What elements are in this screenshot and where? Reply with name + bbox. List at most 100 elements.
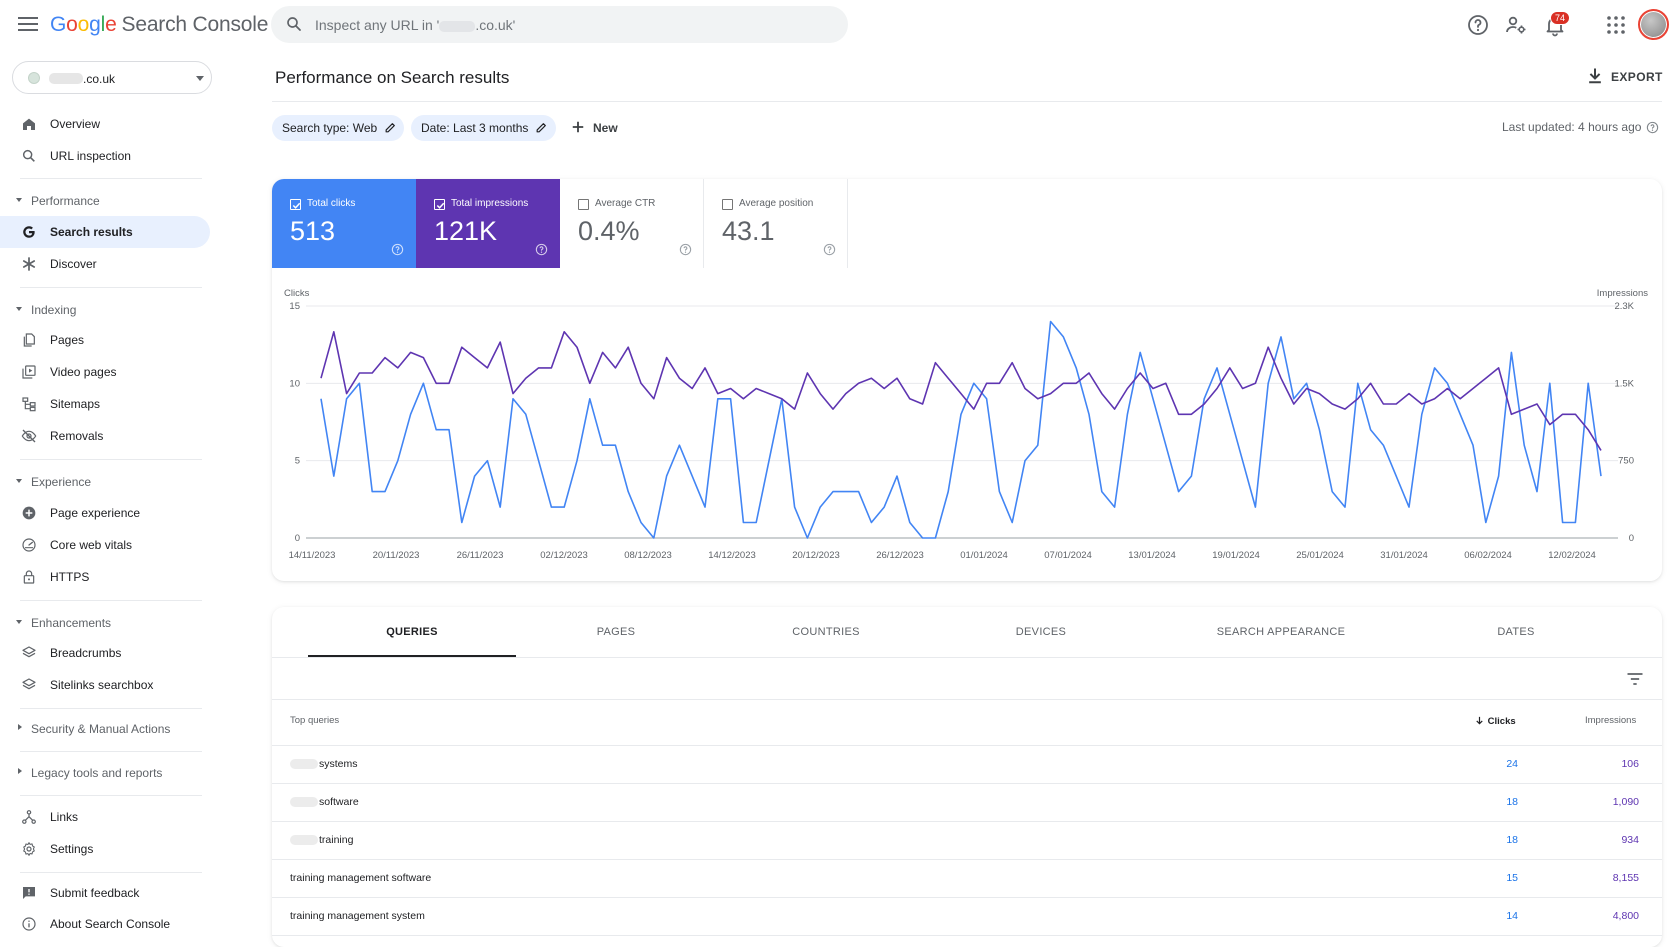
top-bar: Google Search Console Inspect any URL in … xyxy=(0,0,1680,52)
google-g-icon xyxy=(23,226,35,238)
clicks-cell: 18 xyxy=(1506,796,1518,808)
caret-down-icon xyxy=(16,479,22,483)
sidebar-item-core-web-vitals[interactable]: Core web vitals xyxy=(0,529,210,561)
tab-dates[interactable]: DATES xyxy=(1416,607,1616,657)
impressions-cell: 934 xyxy=(1621,834,1639,846)
x-tick-label: 13/01/2024 xyxy=(1128,550,1176,561)
tab-devices[interactable]: DEVICES xyxy=(936,607,1146,657)
links-icon xyxy=(22,810,36,824)
checkbox-unchecked[interactable] xyxy=(722,199,733,210)
metric-average-ctr[interactable]: Average CTR 0.4% xyxy=(560,179,704,268)
queries-table-card: QUERIES PAGES COUNTRIES DEVICES SEARCH A… xyxy=(272,607,1662,947)
y-tick-left: 10 xyxy=(289,378,300,389)
help-icon[interactable] xyxy=(679,243,692,256)
search-icon xyxy=(22,149,35,162)
tab-label: SEARCH APPEARANCE xyxy=(1216,626,1346,638)
metric-total-clicks[interactable]: Total clicks 513 xyxy=(272,179,416,268)
metric-value: 43.1 xyxy=(722,216,775,246)
tab-countries[interactable]: COUNTRIES xyxy=(716,607,936,657)
filter-chip-date[interactable]: Date: Last 3 months xyxy=(411,115,556,141)
sidebar-item-search-results[interactable]: Search results xyxy=(0,216,210,248)
help-icon[interactable] xyxy=(391,243,404,256)
help-icon[interactable] xyxy=(823,243,836,256)
sidebar-item-discover[interactable]: Discover xyxy=(0,248,210,280)
sidebar-section-performance[interactable]: Performance xyxy=(0,188,210,214)
sidebar-section-experience[interactable]: Experience xyxy=(0,469,210,495)
sidebar-item-sitelinks-searchbox[interactable]: Sitelinks searchbox xyxy=(0,669,210,701)
layers-icon xyxy=(22,646,36,658)
sidebar-item-label: Sitelinks searchbox xyxy=(50,678,154,692)
sidebar-item-links[interactable]: Links xyxy=(0,801,210,833)
filter-icon[interactable] xyxy=(1625,669,1645,689)
y-axis-left-title: Clicks xyxy=(284,288,310,299)
logo-letter: G xyxy=(50,13,67,36)
sidebar-item-video-pages[interactable]: Video pages xyxy=(0,356,210,388)
sidebar-item-settings[interactable]: Settings xyxy=(0,833,210,865)
sidebar-section-title: Indexing xyxy=(31,303,77,317)
tab-queries[interactable]: QUERIES xyxy=(308,607,516,657)
metric-label: Total clicks xyxy=(307,198,356,209)
sidebar-item-overview[interactable]: Overview xyxy=(0,108,210,140)
table-row[interactable]: training management system 14 4,800 xyxy=(272,898,1662,936)
caret-right-icon xyxy=(18,768,22,774)
table-row[interactable]: training management software 15 8,155 xyxy=(272,860,1662,898)
add-filter-button[interactable]: New xyxy=(569,116,629,140)
help-icon[interactable] xyxy=(1646,121,1659,134)
column-header-clicks[interactable]: Clicks xyxy=(1474,715,1516,727)
metric-value: 513 xyxy=(290,216,336,246)
checkbox-unchecked[interactable] xyxy=(578,199,589,210)
filter-chip-label: Date: Last 3 months xyxy=(421,121,529,135)
sidebar-section-indexing[interactable]: Indexing xyxy=(0,297,210,323)
header-divider xyxy=(272,101,1662,102)
sidebar-item-about[interactable]: About Search Console xyxy=(0,908,210,940)
sidebar-item-url-inspection[interactable]: URL inspection xyxy=(0,140,210,172)
help-icon[interactable] xyxy=(1466,13,1490,37)
sidebar-section-enhancements[interactable]: Enhancements xyxy=(0,610,210,636)
caret-right-icon xyxy=(18,724,22,730)
manage-users-icon[interactable] xyxy=(1504,13,1528,37)
sidebar-divider xyxy=(20,600,202,601)
sidebar-item-sitemaps[interactable]: Sitemaps xyxy=(0,388,210,420)
checkbox-checked[interactable] xyxy=(434,199,445,210)
help-icon[interactable] xyxy=(535,243,548,256)
sidebar-section-security[interactable]: Security & Manual Actions xyxy=(0,716,210,742)
x-tick-label: 25/01/2024 xyxy=(1296,550,1344,561)
table-row[interactable]: software 18 1,090 xyxy=(272,784,1662,822)
search-icon xyxy=(287,17,301,31)
metric-total-impressions[interactable]: Total impressions 121K xyxy=(416,179,560,268)
sidebar-item-submit-feedback[interactable]: Submit feedback xyxy=(0,877,210,909)
sidebar-item-breadcrumbs[interactable]: Breadcrumbs xyxy=(0,637,210,669)
query-text: training xyxy=(319,834,354,846)
table-row[interactable]: systems 24 106 xyxy=(272,746,1662,784)
menu-icon[interactable] xyxy=(18,14,38,36)
sidebar-item-label: Pages xyxy=(50,333,85,347)
sidebar-section-legacy[interactable]: Legacy tools and reports xyxy=(0,760,210,786)
metric-average-position[interactable]: Average position 43.1 xyxy=(704,179,848,268)
tab-pages[interactable]: PAGES xyxy=(516,607,716,657)
download-icon xyxy=(1589,68,1601,84)
sidebar-item-pages[interactable]: Pages xyxy=(0,324,210,356)
sidebar-item-https[interactable]: HTTPS xyxy=(0,561,210,593)
tab-label: DATES xyxy=(1497,626,1535,638)
tab-search-appearance[interactable]: SEARCH APPEARANCE xyxy=(1146,607,1416,657)
filter-chip-label: Search type: Web xyxy=(282,121,378,135)
property-selector[interactable]: .co.uk xyxy=(12,61,212,94)
url-inspection-search[interactable]: Inspect any URL in ' .co.uk' xyxy=(271,6,848,43)
performance-line-chart[interactable]: Clicks Impressions 0 0 5 750 10 1.5K 15 2.3K 14/11… xyxy=(272,280,1662,570)
sidebar-item-page-experience[interactable]: Page experience xyxy=(0,497,210,529)
sidebar-item-label: Links xyxy=(50,810,79,824)
sidebar-item-removals[interactable]: Removals xyxy=(0,420,210,452)
checkbox-checked[interactable] xyxy=(290,199,301,210)
series-line-impressions xyxy=(320,330,1602,451)
column-header-impressions[interactable]: Impressions xyxy=(1585,715,1637,726)
y-tick-right: 1.5K xyxy=(1614,378,1634,389)
table-row[interactable]: training 18 934 xyxy=(272,822,1662,860)
filter-chip-search-type[interactable]: Search type: Web xyxy=(272,115,404,141)
video-pages-icon xyxy=(22,365,36,379)
lock-icon xyxy=(23,570,35,584)
x-tick-label: 26/11/2023 xyxy=(457,550,504,561)
search-console-logo[interactable]: Google Search Console xyxy=(50,13,268,37)
apps-grid-icon[interactable] xyxy=(1604,13,1628,37)
sidebar-item-label: Overview xyxy=(50,117,101,131)
account-avatar[interactable] xyxy=(1638,9,1669,40)
